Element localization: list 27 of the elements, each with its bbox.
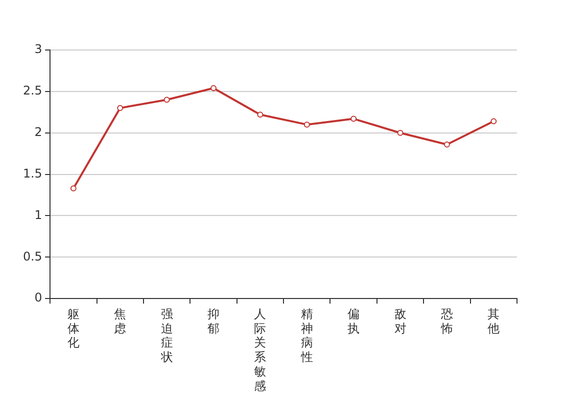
x-tick-label: 敌对: [394, 306, 406, 336]
y-tick-label: 0: [34, 290, 42, 305]
y-tick-label: 3: [34, 42, 42, 56]
point: [164, 96, 170, 103]
point: [210, 85, 217, 92]
y-tick-label: 1.5: [22, 166, 42, 180]
x-tick-label: 精神病性: [300, 306, 313, 364]
y-tick-label: 2.5: [22, 84, 42, 98]
point: [444, 141, 450, 148]
point: [490, 118, 497, 124]
x-tick-label: 偏执: [348, 306, 360, 336]
point: [70, 185, 76, 192]
y-tick-label: 0.5: [22, 249, 42, 264]
x-tick-label: 其他: [488, 306, 500, 336]
x-tick-label: 焦虑: [114, 306, 126, 336]
point: [350, 116, 357, 122]
point: [257, 112, 264, 118]
x-tick-label: 抑郁: [208, 306, 220, 336]
y-tick-label: 2: [34, 124, 42, 139]
point: [117, 105, 124, 112]
x-tick-label: 恐怖: [440, 306, 453, 336]
x-tick-label: 强迫症状: [160, 306, 173, 364]
x-tick-label: 躯体化: [67, 306, 80, 350]
y-tick-label: 1: [34, 208, 42, 222]
x-tick-label: 人际关系敏感: [254, 306, 266, 393]
point: [397, 130, 404, 136]
point: [304, 122, 310, 128]
